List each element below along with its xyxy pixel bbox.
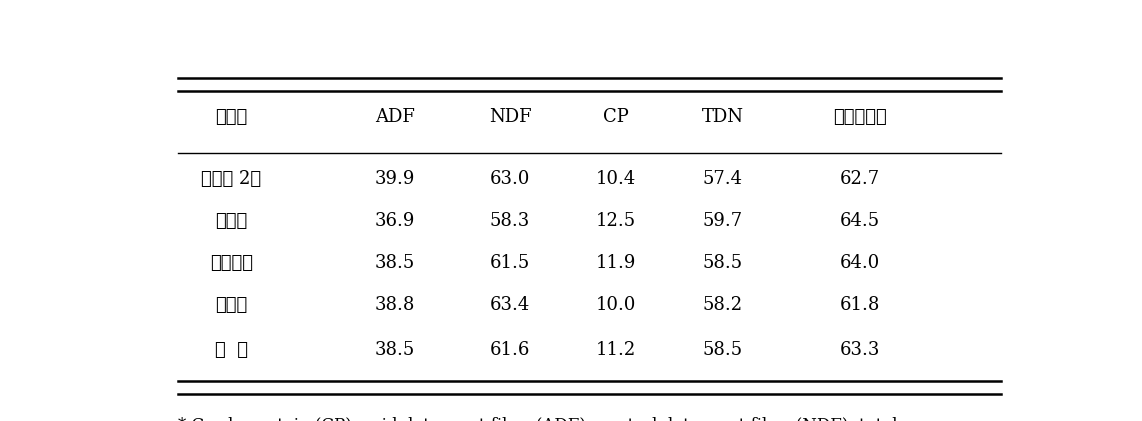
Text: 38.8: 38.8 bbox=[375, 296, 416, 314]
Text: CP: CP bbox=[603, 108, 629, 126]
Text: 63.4: 63.4 bbox=[490, 296, 530, 314]
Text: 63.3: 63.3 bbox=[839, 341, 879, 360]
Text: 그린팜 2호: 그린팜 2호 bbox=[201, 170, 262, 188]
Text: 10.0: 10.0 bbox=[596, 296, 636, 314]
Text: 38.5: 38.5 bbox=[375, 341, 415, 360]
Text: ADF: ADF bbox=[375, 108, 415, 126]
Text: 건물소화율: 건물소화율 bbox=[833, 108, 886, 126]
Text: 평  균: 평 균 bbox=[215, 341, 248, 360]
Text: 57.4: 57.4 bbox=[702, 170, 742, 188]
Text: 10.4: 10.4 bbox=[596, 170, 636, 188]
Text: 63.0: 63.0 bbox=[490, 170, 530, 188]
Text: 11.9: 11.9 bbox=[596, 254, 636, 272]
Text: 11.2: 11.2 bbox=[596, 341, 636, 360]
Text: 12.5: 12.5 bbox=[596, 212, 636, 230]
Text: 64.5: 64.5 bbox=[839, 212, 879, 230]
Text: 38.5: 38.5 bbox=[375, 254, 415, 272]
Text: TDN: TDN bbox=[701, 108, 743, 126]
Text: NDF: NDF bbox=[489, 108, 531, 126]
Text: 61.5: 61.5 bbox=[490, 254, 530, 272]
Text: * Crude protein (CP), acid detergent fiber (ADF), neutral detergent fiber (NDF),: * Crude protein (CP), acid detergent fib… bbox=[178, 417, 898, 421]
Text: 61.6: 61.6 bbox=[490, 341, 530, 360]
Text: 코윈어리: 코윈어리 bbox=[210, 254, 252, 272]
Text: 58.5: 58.5 bbox=[702, 341, 742, 360]
Text: 64.0: 64.0 bbox=[839, 254, 879, 272]
Text: 62.7: 62.7 bbox=[839, 170, 879, 188]
Text: 59.7: 59.7 bbox=[702, 212, 742, 230]
Text: 58.3: 58.3 bbox=[490, 212, 530, 230]
Text: 39.9: 39.9 bbox=[375, 170, 416, 188]
Text: 품종명: 품종명 bbox=[215, 108, 248, 126]
Text: 61.8: 61.8 bbox=[839, 296, 879, 314]
Text: 그린콜: 그린콜 bbox=[215, 212, 248, 230]
Text: 36.9: 36.9 bbox=[375, 212, 416, 230]
Text: 그린팜: 그린팜 bbox=[215, 296, 248, 314]
Text: 58.5: 58.5 bbox=[702, 254, 742, 272]
Text: 58.2: 58.2 bbox=[702, 296, 742, 314]
